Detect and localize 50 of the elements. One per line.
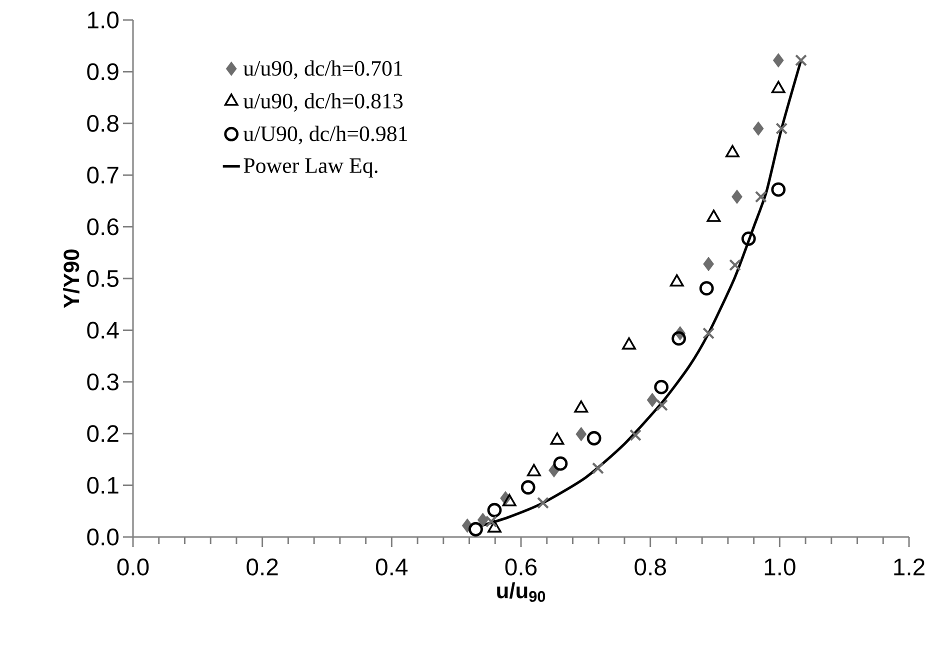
y-tick-label: 0.2 — [87, 425, 118, 442]
point — [702, 327, 715, 340]
y-tick-label: 0.9 — [87, 63, 118, 80]
x-axis-title: u/u$_{90}$ — [497, 582, 546, 602]
point — [794, 54, 808, 66]
point — [654, 380, 669, 394]
x-tick-label: 0.2 — [246, 558, 278, 576]
x-tick-label: 1.0 — [764, 558, 796, 576]
point — [477, 512, 488, 528]
legend-label: u/u90, dc/h=0.701 — [243, 60, 402, 79]
point — [656, 399, 668, 412]
point — [553, 456, 568, 471]
x-tick-label: 0.0 — [117, 558, 149, 576]
y-tick-label: 0.5 — [87, 270, 118, 287]
legend-label: u/u90, dc/h=0.813 — [243, 93, 403, 112]
legend-label: u/U90, dc/h=0.981 — [243, 126, 407, 144]
y-tick-label: 0.6 — [87, 218, 118, 236]
x-tick-label: 0.8 — [634, 558, 666, 576]
y-tick-label: 0.8 — [87, 114, 118, 132]
point — [741, 231, 756, 246]
y-axis-title: Y/Y90 — [63, 250, 80, 308]
point — [520, 480, 536, 495]
point — [729, 259, 742, 272]
point — [586, 431, 602, 446]
point — [752, 121, 764, 136]
point — [646, 392, 658, 408]
point — [536, 496, 550, 509]
y-tick-label: 1.0 — [88, 12, 119, 28]
y-tick-label: 0.4 — [87, 322, 119, 339]
point — [776, 122, 788, 135]
y-tick-label: 0.7 — [87, 166, 118, 184]
point — [485, 515, 498, 528]
legend-label: Power Law Eq. — [244, 158, 378, 178]
y-tick-label: 0.3 — [87, 373, 118, 390]
x-tick-label: 1.2 — [894, 558, 924, 576]
point — [672, 331, 686, 346]
y-tick-label: 0.1 — [87, 476, 118, 494]
point — [699, 281, 714, 296]
point — [592, 462, 604, 474]
point — [771, 182, 786, 197]
point — [487, 502, 502, 518]
point — [772, 53, 784, 68]
x-tick-label: 0.4 — [376, 558, 408, 576]
point — [754, 190, 767, 203]
point — [703, 256, 714, 272]
point — [576, 426, 587, 442]
point — [732, 190, 742, 204]
point — [629, 429, 642, 442]
y-tick-label: 0.0 — [87, 528, 119, 546]
x-tick-label: 0.6 — [505, 558, 537, 576]
